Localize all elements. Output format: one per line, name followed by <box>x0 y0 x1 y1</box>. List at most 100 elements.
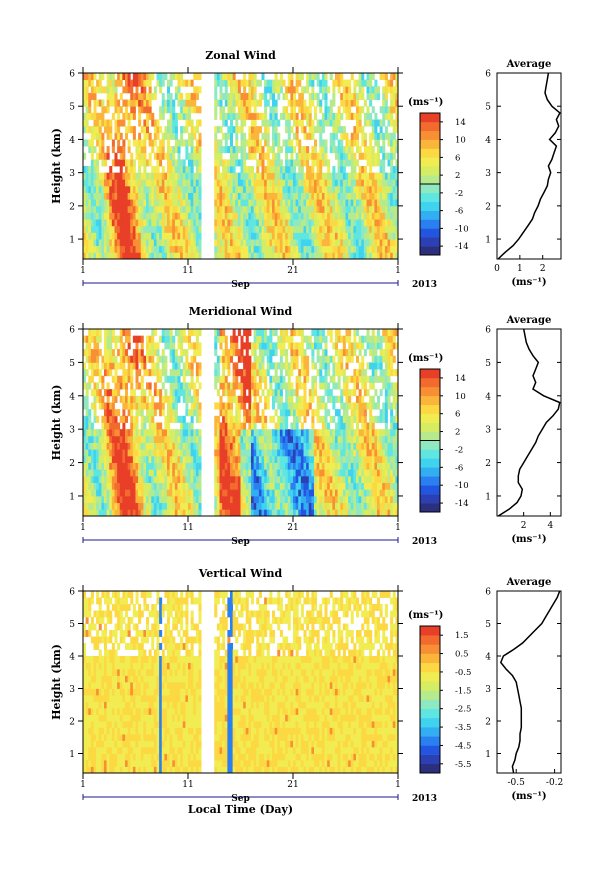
heatmap-cell <box>219 502 223 510</box>
heatmap-cell <box>188 239 192 247</box>
heatmap-cell <box>106 245 110 253</box>
heatmap-cell <box>159 152 163 160</box>
heatmap-cell <box>251 375 255 383</box>
heatmap-cell <box>146 415 150 423</box>
heatmap-cell <box>258 126 262 134</box>
heatmap-cell <box>169 455 173 463</box>
heatmap-cell <box>237 252 241 260</box>
heatmap-cell <box>293 252 297 260</box>
heatmap-cell <box>198 509 202 517</box>
heatmap-cell <box>337 172 341 180</box>
heatmap-cell <box>101 435 105 443</box>
heatmap-cell <box>125 192 129 200</box>
heatmap-cell <box>361 92 365 100</box>
heatmap-cell <box>83 349 87 357</box>
heatmap-cell <box>245 185 249 193</box>
heatmap-cell <box>298 489 302 497</box>
heatmap-cell <box>93 342 97 350</box>
heatmap-cell <box>85 415 89 423</box>
heatmap-cell <box>295 455 299 463</box>
heatmap-cell <box>195 495 199 504</box>
heatmap-cell <box>188 152 192 160</box>
heatmap-cell <box>314 462 318 470</box>
heatmap-cell <box>308 509 312 517</box>
heatmap-cell <box>219 86 223 94</box>
heatmap-cell <box>321 252 325 260</box>
heatmap-cell <box>390 245 394 253</box>
heatmap-cell <box>153 502 157 510</box>
heatmap-cell <box>227 232 231 240</box>
heatmap-cell <box>216 79 220 87</box>
heatmap-cell <box>93 86 97 94</box>
heatmap-cell <box>222 172 226 180</box>
heatmap-cell <box>261 482 265 490</box>
heatmap-cell <box>138 106 142 114</box>
heatmap-cell <box>269 245 273 253</box>
heatmap-cell <box>167 429 171 437</box>
heatmap-cell <box>159 355 163 363</box>
heatmap-cell <box>316 489 320 497</box>
heatmap-cell <box>316 495 320 504</box>
heatmap-cell <box>109 349 113 357</box>
heatmap-cell <box>224 112 228 120</box>
heatmap-cell <box>227 389 231 397</box>
heatmap-cell <box>258 475 262 484</box>
heatmap-cell <box>272 389 276 397</box>
heatmap-cell <box>127 489 131 497</box>
heatmap-cell <box>374 245 378 253</box>
heatmap-cell <box>245 219 249 227</box>
heatmap-cell <box>235 362 239 370</box>
heatmap-cell <box>300 442 304 450</box>
heatmap-cell <box>316 119 320 127</box>
heatmap-cell <box>119 429 123 437</box>
heatmap-cell <box>109 79 113 87</box>
heatmap-cell <box>151 429 155 437</box>
heatmap-cell <box>319 495 323 504</box>
heatmap-cell <box>88 172 92 180</box>
heatmap-cell <box>122 239 126 247</box>
heatmap-cell <box>198 489 202 497</box>
heatmap-cell <box>295 245 299 253</box>
heatmap-cell <box>190 449 194 457</box>
heatmap-cell <box>316 159 320 167</box>
heatmap-cell <box>214 232 218 240</box>
heatmap-cell <box>363 225 367 233</box>
heatmap-cell <box>111 232 115 240</box>
heatmap-cell <box>169 389 173 397</box>
heatmap-cell <box>219 139 223 147</box>
heatmap-cell <box>185 389 189 397</box>
heatmap-cell <box>216 475 220 484</box>
heatmap-cell <box>151 73 155 81</box>
heatmap-cell <box>348 79 352 87</box>
heatmap-cell <box>177 455 181 463</box>
heatmap-cell <box>279 422 283 430</box>
heatmap-cell <box>164 232 168 240</box>
heatmap-cell <box>321 382 325 390</box>
heatmap-cell <box>88 449 92 457</box>
heatmap-cell <box>358 92 362 100</box>
heatmap-cell <box>293 449 297 457</box>
heatmap-cell <box>248 502 252 510</box>
heatmap-cell <box>261 495 265 504</box>
heatmap-cell <box>193 442 197 450</box>
heatmap-cell <box>114 389 118 397</box>
heatmap-cell <box>104 489 108 497</box>
heatmap-cell <box>258 455 262 463</box>
heatmap-cell <box>109 126 113 134</box>
heatmap-cell <box>85 469 89 477</box>
heatmap-cell <box>327 462 331 470</box>
heatmap-cell <box>348 185 352 193</box>
heatmap-cell <box>96 245 100 253</box>
heatmap-cell <box>337 146 341 154</box>
heatmap-cell <box>337 239 341 247</box>
heatmap-cell <box>198 139 202 147</box>
heatmap-cell <box>109 179 113 187</box>
heatmap-cell <box>329 389 333 397</box>
heatmap-cell <box>153 205 157 213</box>
heatmap-cell <box>266 86 270 94</box>
heatmap-cell <box>125 185 129 193</box>
heatmap-cell <box>161 409 165 417</box>
heatmap-cell <box>85 495 89 504</box>
heatmap-cell <box>316 509 320 517</box>
heatmap-cell <box>222 462 226 470</box>
